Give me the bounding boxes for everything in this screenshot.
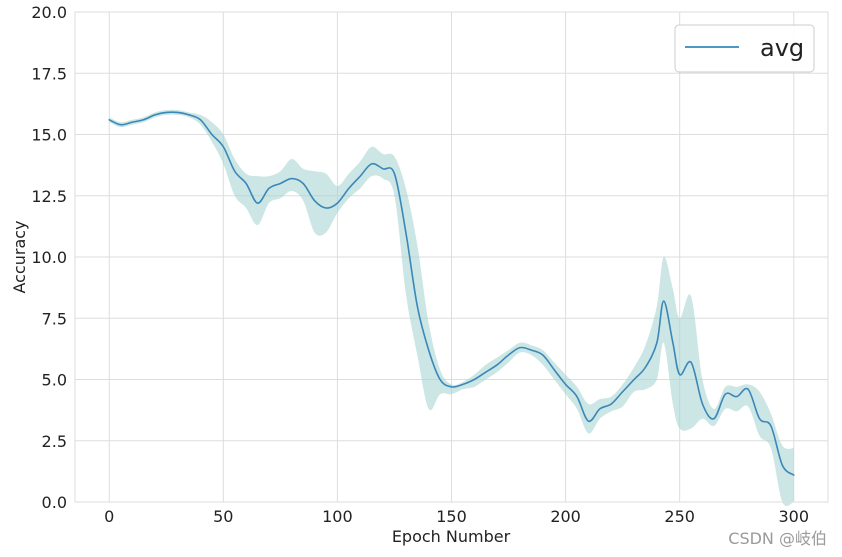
- y-tick-label: 7.5: [42, 309, 67, 328]
- x-tick-label: 250: [664, 507, 695, 526]
- series-lines: [108, 111, 795, 476]
- x-tick-label: 200: [550, 507, 581, 526]
- legend-label-avg: avg: [760, 34, 804, 62]
- y-tick-label: 2.5: [42, 432, 67, 451]
- y-tick-label: 10.0: [31, 248, 67, 267]
- series-line-avg: [108, 111, 795, 476]
- y-tick-label: 15.0: [31, 126, 67, 145]
- legend-box: [674, 24, 815, 73]
- y-tick-label: 20.0: [31, 3, 67, 22]
- y-tick-label: 0.0: [42, 493, 67, 512]
- x-tick-label: 100: [322, 507, 353, 526]
- y-tick-label: 12.5: [31, 187, 67, 206]
- grid-lines: [75, 11, 828, 503]
- legend: avg: [674, 24, 815, 73]
- x-axis-ticks: 0 50 100 150 200 250 300: [104, 507, 809, 526]
- y-tick-label: 17.5: [31, 64, 67, 83]
- y-tick-label: 5.0: [42, 371, 67, 390]
- plot-frame: [74, 11, 829, 503]
- plot-border: [74, 11, 829, 503]
- x-tick-label: 50: [213, 507, 233, 526]
- y-axis-title: Accuracy: [10, 220, 29, 293]
- confidence-band: [109, 109, 794, 506]
- watermark-text: CSDN @岐伯: [728, 529, 827, 548]
- band-avg: [109, 109, 794, 506]
- x-tick-label: 150: [436, 507, 467, 526]
- x-tick-label: 300: [778, 507, 809, 526]
- y-axis-ticks: 0.0 2.5 5.0 7.5 10.0 12.5 15.0 17.5 20.0: [31, 3, 67, 512]
- x-axis-title: Epoch Number: [392, 527, 511, 546]
- x-tick-label: 0: [104, 507, 114, 526]
